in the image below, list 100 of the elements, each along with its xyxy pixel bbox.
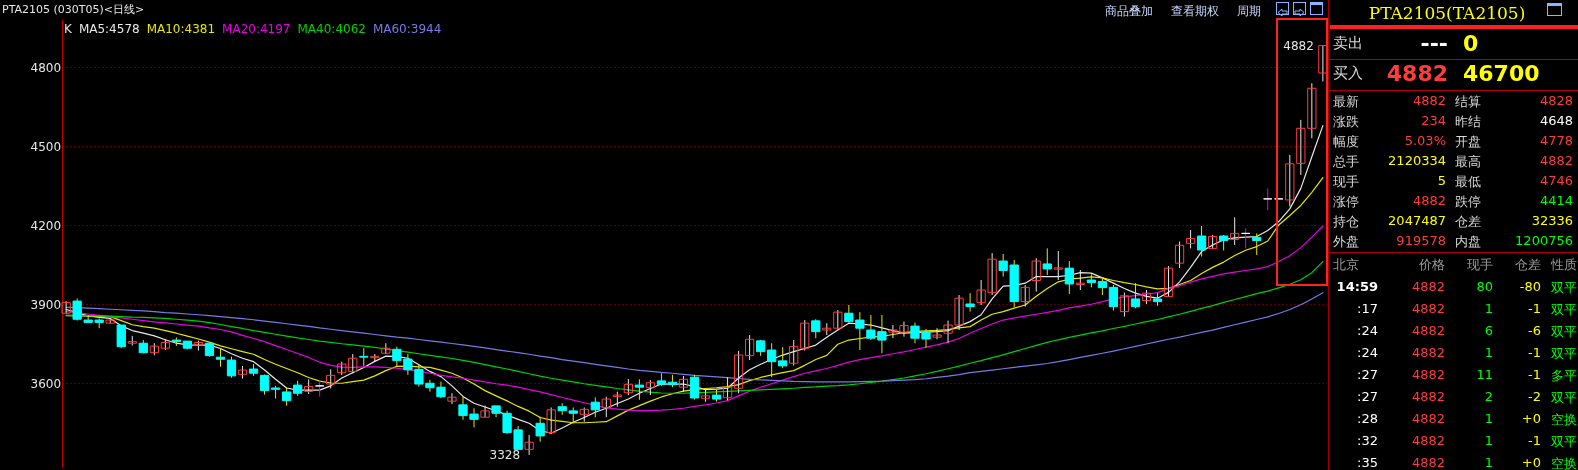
candlestick (767, 342, 777, 378)
text: 4828 (1539, 93, 1573, 108)
text: 最新 (1333, 93, 1359, 111)
text: 内盘 (1455, 233, 1481, 251)
text: 4648 (1539, 113, 1573, 128)
candlestick (1020, 284, 1030, 308)
text: MA20:4197 (222, 22, 291, 36)
text: 2 (1484, 389, 1493, 404)
text: 32336 (1531, 213, 1573, 228)
candlestick (778, 346, 788, 369)
candlestick (800, 319, 810, 352)
text: :35 (1357, 455, 1378, 470)
y-tick-label: 4500 (30, 139, 62, 154)
text: MA10:4381 (146, 22, 216, 36)
candlestick (579, 406, 589, 423)
text: 涨跌 (1333, 113, 1359, 131)
candlestick (116, 324, 126, 349)
text: 空换 (1551, 455, 1577, 470)
text: :24 (1357, 323, 1378, 338)
text: 买入 (1333, 64, 1363, 83)
text: 4882 (1411, 323, 1445, 338)
text: 双平 (1551, 433, 1577, 451)
text: 4882 (1411, 455, 1445, 470)
text: 4882 (1411, 345, 1445, 360)
candlestick (1185, 229, 1196, 249)
text: -1 (1528, 301, 1541, 316)
text: 双平 (1551, 345, 1577, 363)
text: 最低 (1455, 173, 1481, 191)
text: PTA2105(TA2105) (1367, 3, 1527, 23)
annotation: 4882 (1283, 38, 1314, 53)
candlestick (326, 368, 336, 390)
text: 4882 (1411, 389, 1445, 404)
candlestick (789, 339, 799, 367)
text: 14:59 (1336, 279, 1378, 294)
candlestick (1230, 216, 1240, 246)
candlestick (1263, 187, 1273, 211)
candlestick (480, 405, 490, 418)
text: 4746 (1539, 173, 1573, 188)
text: 跌停 (1455, 193, 1481, 211)
text: 1200756 (1515, 233, 1573, 248)
candlestick (590, 396, 600, 418)
annotation: 3328 (489, 447, 521, 462)
candlestick (1196, 225, 1207, 258)
text: 1 (1484, 433, 1493, 448)
text: 11 (1476, 367, 1493, 382)
text: 持仓 (1333, 213, 1359, 231)
text: 多平 (1551, 367, 1577, 385)
candlestick (215, 347, 226, 368)
text: 1 (1484, 411, 1493, 426)
text: +0 (1521, 411, 1541, 426)
text: 80 (1476, 279, 1493, 294)
text: 开盘 (1455, 133, 1481, 151)
text: 4882 (1411, 301, 1445, 316)
text: 5 (1437, 173, 1446, 188)
text: 4882 (1386, 61, 1448, 86)
text: :32 (1357, 433, 1378, 448)
text: 仓差 (1455, 213, 1481, 231)
y-tick-label: 4200 (30, 218, 62, 233)
text: 现手 (1467, 256, 1493, 274)
text: 919578 (1396, 233, 1446, 248)
text: -80 (1519, 279, 1541, 294)
candlestick (1053, 250, 1063, 281)
legend-title: K (64, 22, 72, 36)
text: 4778 (1539, 133, 1573, 148)
text: 性质 (1551, 256, 1577, 274)
text: 北京 (1333, 256, 1359, 274)
line-series (65, 292, 1324, 383)
text: 涨停 (1333, 193, 1359, 211)
text: 4882 (1411, 433, 1445, 448)
text: 现手 (1333, 173, 1359, 191)
text: +0 (1521, 455, 1541, 470)
text: --- (1420, 31, 1448, 56)
text: :27 (1357, 389, 1378, 404)
candlestick (1163, 265, 1174, 298)
text: 46700 (1463, 61, 1540, 86)
text: :24 (1357, 345, 1378, 360)
text: -6 (1528, 323, 1541, 338)
text: -1 (1528, 433, 1541, 448)
text: 昨结 (1455, 113, 1481, 131)
candlestick (744, 334, 755, 361)
text: 4882 (1412, 193, 1446, 208)
candlestick (1064, 260, 1074, 295)
text: 6 (1484, 323, 1493, 338)
text: 价格 (1419, 256, 1445, 274)
candlestick (932, 327, 942, 340)
candlestick (1174, 241, 1185, 269)
chart-title: PTA2105 (030T05)<日线> (2, 2, 145, 17)
candlestick (811, 318, 821, 339)
y-tick-label: 3600 (30, 376, 62, 391)
candlestick (1130, 282, 1141, 309)
text: 双平 (1551, 323, 1577, 341)
text: 4882 (1411, 367, 1445, 382)
candlestick (634, 378, 645, 401)
text: -1 (1528, 367, 1541, 382)
text: 空换 (1551, 411, 1577, 429)
text: :27 (1357, 367, 1378, 382)
candlestick (1031, 257, 1041, 293)
text: 234 (1421, 113, 1446, 128)
text: 4882 (1411, 279, 1445, 294)
text: 总手 (1333, 153, 1359, 171)
